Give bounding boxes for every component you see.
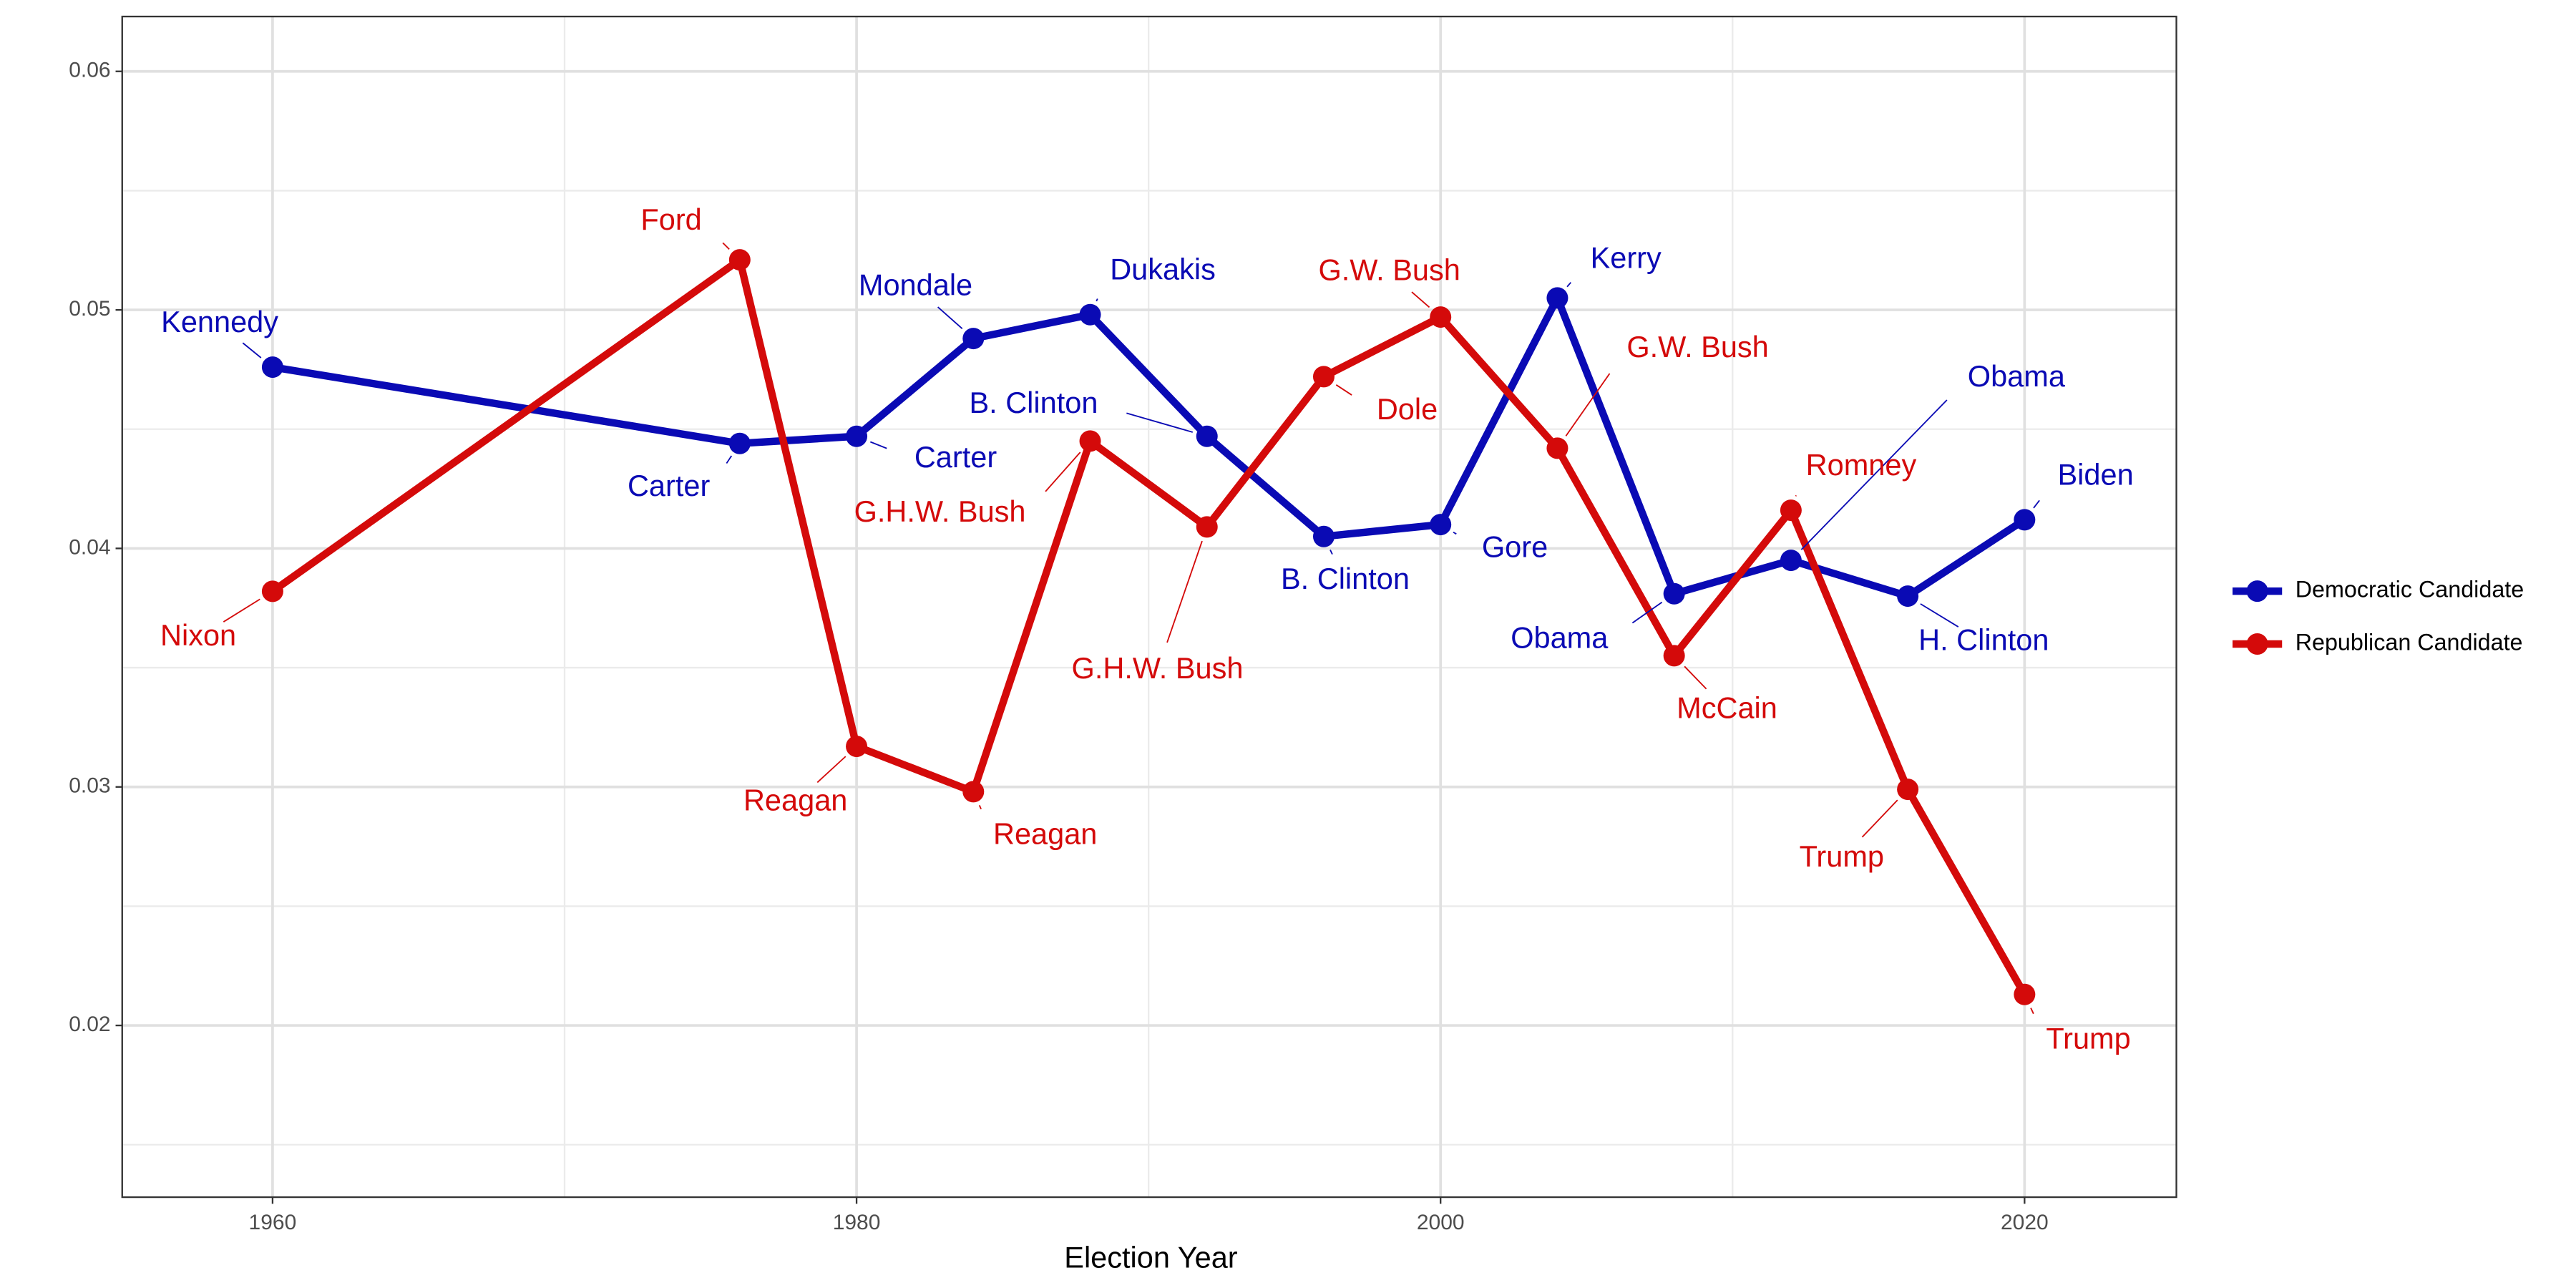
label-leader [1411, 291, 1430, 308]
point [1196, 516, 1218, 538]
point [1430, 306, 1452, 328]
label-leader [978, 805, 982, 810]
label-leader [1126, 412, 1194, 433]
point [728, 432, 751, 454]
y-tick-label: 0.06 [69, 59, 110, 82]
label-leader [1631, 601, 1663, 624]
label-leader [722, 242, 730, 250]
point [1780, 499, 1802, 522]
y-tick-label: 0.05 [69, 297, 110, 321]
point [1430, 514, 1452, 536]
point-label: Obama [1968, 359, 2066, 393]
point [962, 328, 985, 350]
point [728, 249, 751, 271]
point [962, 781, 985, 803]
point-label: Biden [2057, 457, 2133, 491]
point-label: Reagan [993, 817, 1097, 851]
point-label: Romney [1806, 448, 1917, 482]
label-leader [2030, 1008, 2034, 1015]
point [1780, 550, 1802, 572]
label-leader [816, 756, 847, 784]
point [846, 736, 868, 758]
label-leader [242, 342, 262, 358]
point-label: B. Clinton [1281, 562, 1410, 595]
y-tick-label: 0.03 [69, 774, 110, 798]
label-leader [1566, 282, 1572, 288]
point [261, 580, 283, 602]
point-label: McCain [1677, 691, 1777, 725]
label-leader [1920, 603, 1959, 628]
point-label: Nixon [160, 618, 236, 652]
label-leader [1453, 531, 1457, 535]
x-tick-label: 2020 [2001, 1211, 2049, 1234]
point [846, 425, 868, 447]
point-label: Carter [628, 469, 711, 502]
point [2014, 509, 2036, 531]
y-tick-label: 0.02 [69, 1013, 110, 1036]
legend-label: Democratic Candidate [2296, 577, 2524, 602]
label-leader [870, 441, 887, 449]
point-label: Carter [914, 440, 997, 474]
point [1663, 582, 1685, 605]
label-leader [2033, 499, 2040, 509]
point-label: G.H.W. Bush [854, 494, 1026, 528]
label-leader [1861, 799, 1898, 838]
point [261, 356, 283, 379]
point [1079, 303, 1101, 326]
point-label: Dole [1377, 392, 1438, 426]
x-axis-title: Election Year [1064, 1241, 1238, 1274]
point [1663, 645, 1685, 667]
panel-border [121, 15, 2177, 1199]
label-leader [726, 455, 733, 464]
point [1897, 585, 1919, 608]
point-label: G.H.W. Bush [1072, 651, 1244, 685]
label-leader [1330, 550, 1333, 555]
point-label: Mondale [859, 268, 972, 302]
label-leader [223, 598, 260, 623]
x-tick-label: 2000 [1417, 1211, 1465, 1234]
point [1196, 425, 1218, 447]
label-leader [1565, 373, 1611, 436]
label-leader [1800, 399, 1948, 550]
label-leader [1335, 384, 1352, 396]
point-label: Ford [640, 203, 701, 236]
point [1546, 437, 1568, 459]
point [1079, 430, 1101, 452]
point-label: G.W. Bush [1626, 330, 1768, 364]
label-leader [1166, 540, 1203, 643]
legend-label: Republican Candidate [2296, 630, 2523, 655]
label-leader [1684, 665, 1707, 690]
point [1546, 287, 1568, 309]
legend-key-point [2246, 633, 2268, 655]
point-label: Trump [1800, 839, 1884, 873]
point-label: G.W. Bush [1318, 253, 1460, 287]
point-label: Kerry [1591, 240, 1662, 274]
x-tick-label: 1980 [833, 1211, 881, 1234]
point-label: Kennedy [161, 305, 278, 338]
y-tick-label: 0.04 [69, 535, 110, 559]
label-leader [937, 306, 963, 329]
x-tick-label: 1960 [249, 1211, 297, 1234]
point-label: Obama [1511, 620, 1609, 654]
point-label: Trump [2046, 1021, 2130, 1055]
point-label: H. Clinton [1918, 623, 2049, 657]
point [1312, 525, 1335, 547]
label-leader [1096, 298, 1098, 302]
point [1312, 366, 1335, 388]
point-label: B. Clinton [969, 386, 1098, 419]
point-label: Gore [1482, 530, 1548, 564]
label-leader [1045, 452, 1081, 492]
point-label: Reagan [743, 784, 847, 817]
point [1897, 779, 1919, 801]
point [2014, 983, 2036, 1005]
point-label: Dukakis [1110, 253, 1216, 286]
legend-key-point [2246, 580, 2268, 602]
